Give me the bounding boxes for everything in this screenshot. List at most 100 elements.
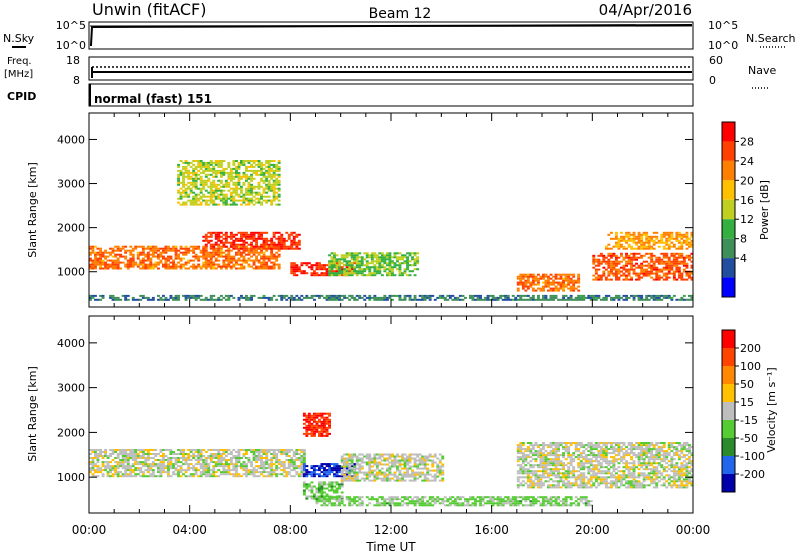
heatmap-cell (184, 294, 188, 297)
heatmap-cell (194, 183, 198, 186)
heatmap-cell (531, 474, 535, 477)
heatmap-cell (368, 473, 372, 476)
heatmap-cell (262, 175, 266, 178)
heatmap-cell (219, 265, 223, 268)
heatmap-cell (247, 461, 251, 464)
heatmap-cell (172, 265, 175, 268)
heatmap-cell (549, 486, 553, 489)
heatmap-cell (146, 263, 150, 266)
heatmap-cell (212, 167, 216, 170)
heatmap-cell (640, 268, 644, 271)
heatmap-cell (325, 426, 329, 429)
heatmap-cell (307, 414, 311, 417)
heatmap-cell (242, 449, 246, 451)
heatmap-cell (421, 461, 425, 464)
heatmap-cell (199, 187, 203, 190)
heatmap-cell (539, 298, 543, 301)
heatmap-cell (677, 247, 681, 250)
heatmap-cell (91, 457, 95, 459)
heatmap-cell (408, 274, 412, 277)
heatmap-cell (549, 442, 553, 444)
heatmap-cell (610, 266, 613, 269)
heatmap-cell (391, 272, 394, 275)
heatmap-cell (350, 254, 354, 257)
heatmap-cell (375, 256, 379, 259)
heatmap-cell (343, 274, 347, 277)
heatmap-cell (690, 294, 694, 297)
heatmap-cell (197, 459, 201, 461)
heatmap-cell (690, 252, 694, 255)
heatmap-cell (403, 479, 407, 482)
heatmap-cell (280, 296, 284, 299)
heatmap-cell (149, 465, 153, 468)
heatmap-cell (252, 169, 256, 172)
heatmap-cell (159, 259, 163, 262)
heatmap-cell (388, 467, 392, 470)
heatmap-cell (675, 278, 679, 281)
heatmap-cell (310, 485, 314, 488)
heatmap-cell (89, 294, 92, 297)
heatmap-cell (313, 416, 316, 419)
heatmap-cell (182, 183, 185, 186)
heatmap-cell (338, 262, 341, 265)
heatmap-cell (380, 455, 384, 458)
heatmap-cell (229, 294, 233, 297)
heatmap-cell (569, 470, 573, 473)
heatmap-cell (267, 239, 271, 242)
heatmap-cell (267, 475, 271, 478)
heatmap-cell (192, 249, 196, 252)
heatmap-cell (391, 268, 394, 271)
heatmap-cell (134, 451, 138, 453)
heatmap-cell (229, 241, 233, 244)
heatmap-cell (134, 461, 138, 464)
heatmap-cell (355, 471, 359, 474)
heatmap-cell (267, 245, 271, 248)
heatmap-cell (219, 241, 223, 244)
heatmap-cell (672, 262, 676, 265)
heatmap-cell (368, 268, 372, 271)
heatmap-cell (124, 298, 128, 301)
heatmap-cell (151, 249, 155, 252)
heatmap-cell (229, 473, 233, 476)
heatmap-cell (179, 263, 183, 266)
heatmap-cell (652, 239, 656, 242)
heatmap-cell (348, 479, 352, 482)
heatmap-cell (642, 243, 646, 246)
heatmap-cell (542, 294, 545, 297)
heatmap-cell (232, 465, 236, 468)
heatmap-cell (315, 495, 319, 498)
heatmap-cell (521, 277, 525, 280)
heatmap-cell (375, 298, 379, 301)
heatmap-cell (526, 480, 530, 483)
heatmap-cell (126, 465, 130, 468)
heatmap-cell (677, 266, 681, 269)
heatmap-cell (353, 270, 357, 273)
heatmap-cell (647, 237, 651, 240)
heatmap-cell (318, 426, 321, 429)
heatmap-cell (292, 455, 296, 457)
heatmap-cell (408, 457, 412, 460)
heatmap-cell (285, 467, 289, 470)
heatmap-cell (408, 270, 412, 273)
heatmap-cell (675, 260, 679, 263)
heatmap-cell (275, 177, 279, 180)
heatmap-cell (690, 278, 694, 281)
heatmap-cell (157, 469, 160, 472)
heatmap-cell (552, 294, 555, 297)
heatmap-cell (204, 163, 208, 166)
heatmap-cell (680, 296, 684, 299)
heatmap-cell (547, 486, 550, 489)
heatmap-cell (443, 298, 447, 301)
heatmap-cell (625, 233, 628, 236)
heatmap-cell (280, 298, 284, 301)
heatmap-cell (645, 270, 649, 273)
heatmap-cell (554, 480, 558, 483)
heatmap-cell (292, 296, 296, 299)
heatmap-cell (302, 262, 306, 265)
heatmap-cell (265, 187, 269, 190)
heatmap-cell (209, 453, 213, 455)
heatmap-cell (202, 449, 206, 451)
heatmap-cell (199, 457, 203, 459)
heatmap-cell (318, 430, 321, 433)
heatmap-cell (373, 270, 377, 273)
